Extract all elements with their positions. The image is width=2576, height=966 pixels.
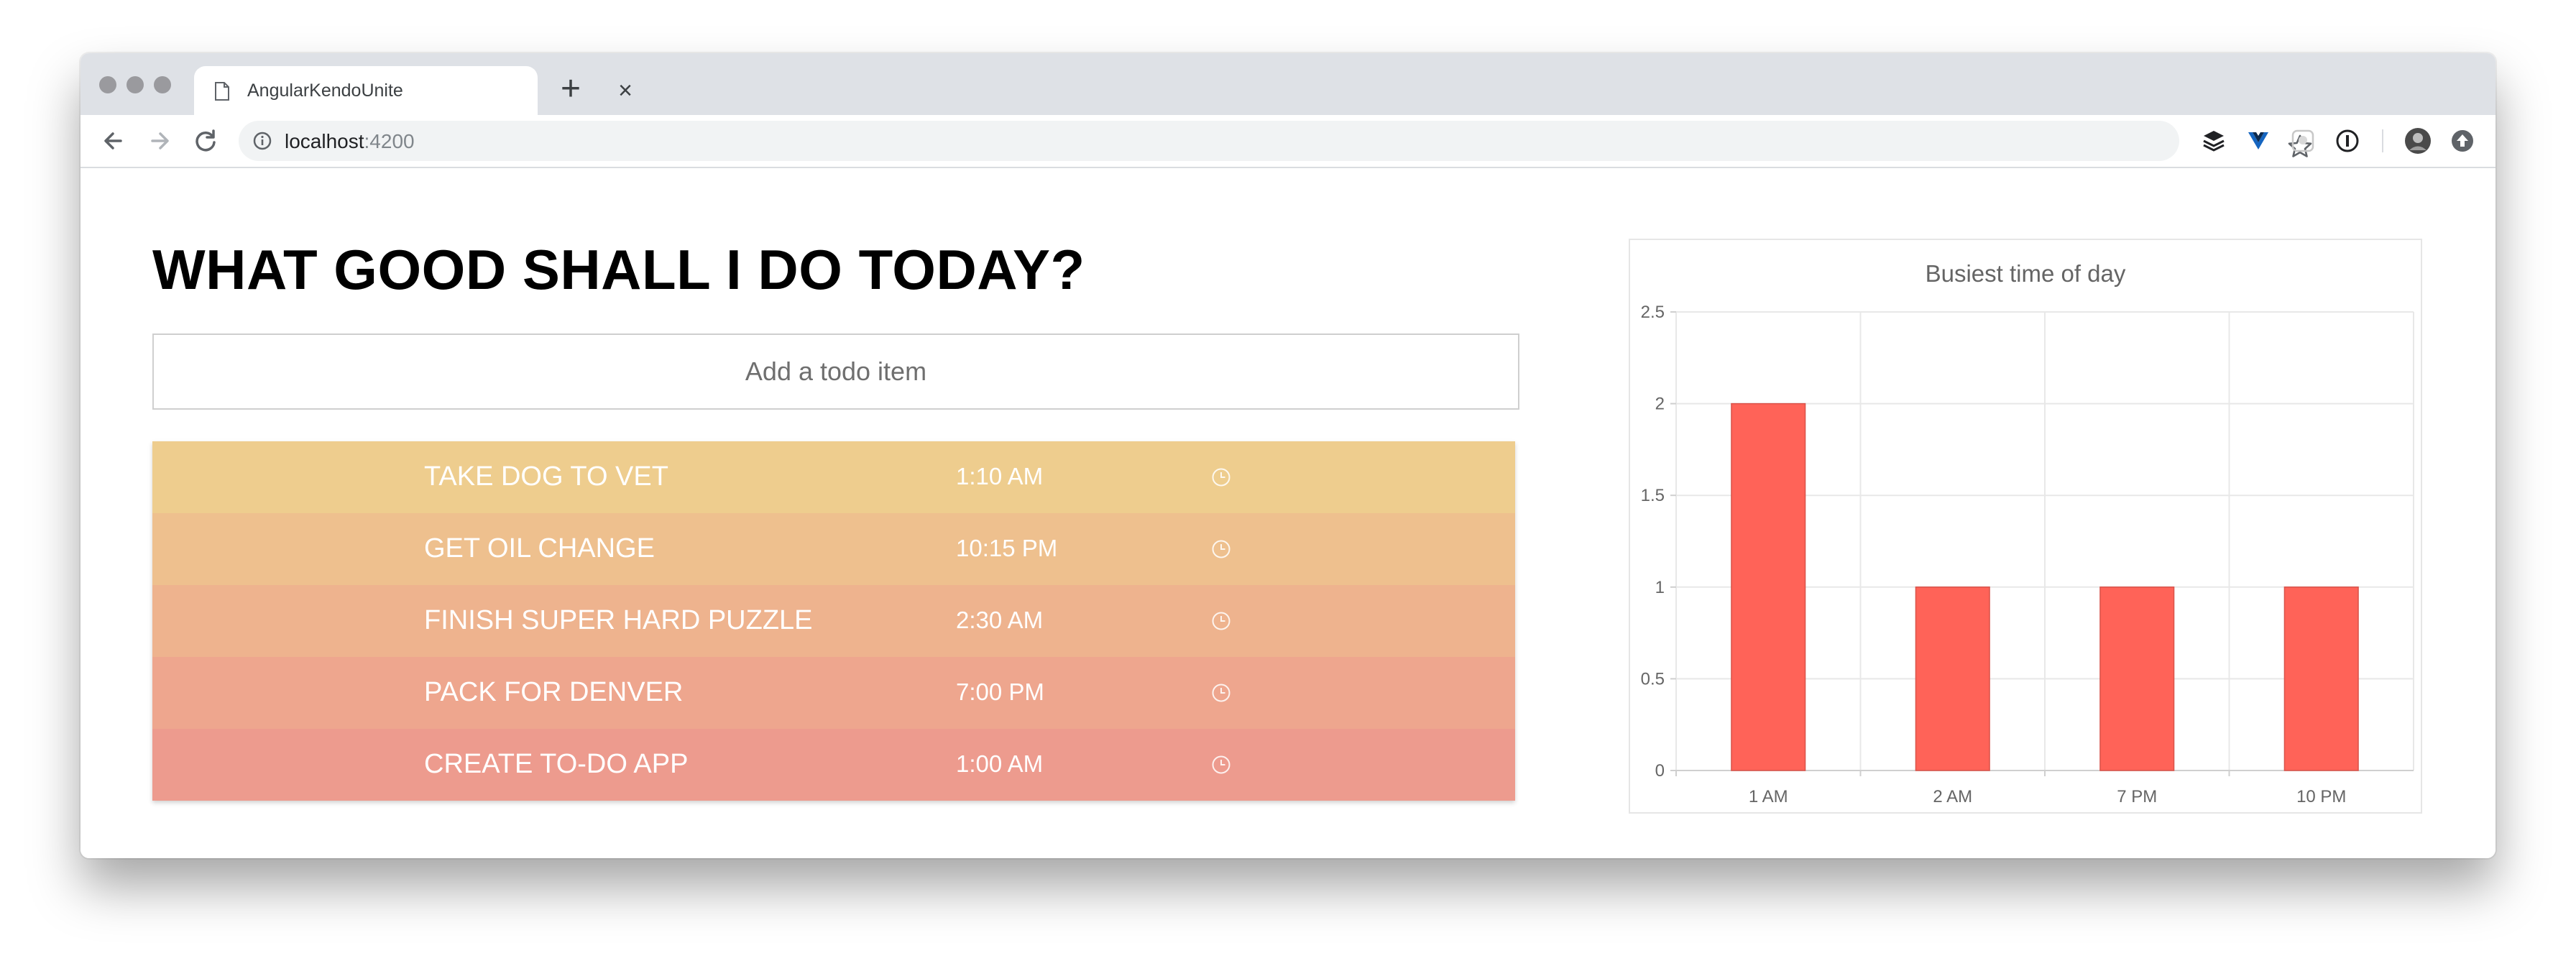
busiest-time-chart: Busiest time of day 0 0.5 1 1.5 2 2.5 1 AM 2 A…: [1629, 239, 2422, 814]
y-tick-label: 0: [1655, 761, 1665, 781]
todo-item-text: TAKE DOG TO VET: [424, 461, 668, 492]
address-bar[interactable]: localhost:4200: [239, 121, 2312, 161]
todo-item-time: 10:15 PM: [956, 535, 1058, 561]
y-tick-label: 2.5: [1641, 303, 1665, 322]
info-icon[interactable]: [253, 132, 272, 150]
bar-7-pm[interactable]: [2099, 586, 2175, 771]
todo-item[interactable]: CREATE TO-DO APP 1:00 AM: [152, 729, 1515, 801]
bookmark-star-icon[interactable]: [2286, 132, 2314, 161]
url-text: localhost:4200: [285, 130, 415, 153]
tab-close-icon[interactable]: ×: [618, 77, 632, 104]
todo-item[interactable]: FINISH SUPER HARD PUZZLE 2:30 AM: [152, 585, 1515, 657]
url-port: :4200: [364, 130, 415, 152]
todo-item-time: 7:00 PM: [956, 678, 1044, 705]
chart-bars: [1731, 402, 2359, 771]
todo-item-time: 1:10 AM: [956, 463, 1044, 489]
todo-item-time: 2:30 AM: [956, 607, 1044, 633]
vue-devtools-icon[interactable]: [2244, 126, 2273, 155]
forward-icon[interactable]: [141, 122, 178, 160]
clock-icon[interactable]: [1210, 682, 1232, 704]
add-todo-input[interactable]: [152, 334, 1519, 410]
window-minimize-dot[interactable]: [126, 76, 144, 93]
update-icon[interactable]: [2448, 126, 2477, 155]
chart-canvas: Busiest time of day 0 0.5 1 1.5 2 2.5 1 AM 2 A…: [1641, 260, 2414, 806]
layers-extension-icon[interactable]: [2199, 126, 2228, 155]
y-tick-label: 1.5: [1641, 486, 1665, 505]
x-tick-label: 1 AM: [1749, 787, 1788, 806]
clock-icon[interactable]: [1210, 538, 1232, 560]
password-manager-icon[interactable]: [2333, 126, 2362, 155]
url-host: localhost: [285, 130, 364, 152]
todo-item-text: CREATE TO-DO APP: [424, 749, 689, 779]
todo-item-text: FINISH SUPER HARD PUZZLE: [424, 605, 813, 635]
new-tab-icon[interactable]: +: [560, 70, 581, 108]
clock-icon[interactable]: [1210, 610, 1232, 632]
document-icon: [215, 82, 229, 101]
y-tick-label: 2: [1655, 395, 1665, 414]
tab-strip: AngularKendoUnite × +: [80, 53, 2496, 115]
back-icon[interactable]: [95, 122, 132, 160]
todo-item[interactable]: GET OIL CHANGE 10:15 PM: [152, 513, 1515, 585]
ghost-extension-icon[interactable]: [2288, 126, 2317, 155]
todo-item-text: PACK FOR DENVER: [424, 677, 684, 707]
toolbar-divider: [2382, 129, 2383, 152]
profile-avatar-icon[interactable]: [2404, 126, 2432, 155]
browser-window: AngularKendoUnite × + localhost:4200: [80, 53, 2496, 858]
x-tick-label: 2 AM: [1933, 787, 1972, 806]
clock-icon[interactable]: [1210, 466, 1232, 488]
x-tick-label: 10 PM: [2296, 787, 2346, 806]
todo-list: TAKE DOG TO VET 1:10 AM GET OIL CHANGE 1…: [152, 441, 1515, 801]
todo-item[interactable]: PACK FOR DENVER 7:00 PM: [152, 657, 1515, 729]
window-close-dot[interactable]: [99, 76, 116, 93]
browser-toolbar: localhost:4200: [80, 115, 2496, 168]
todo-item-text: GET OIL CHANGE: [424, 533, 655, 564]
y-tick-label: 0.5: [1641, 669, 1665, 689]
clock-icon[interactable]: [1210, 754, 1232, 776]
chart-title: Busiest time of day: [1926, 260, 2126, 287]
y-tick-label: 1: [1655, 578, 1665, 597]
x-tick-label: 7 PM: [2117, 787, 2157, 806]
bar-1-am[interactable]: [1731, 402, 1806, 771]
page-content: WHAT GOOD SHALL I DO TODAY? TAKE DOG TO …: [80, 168, 2496, 858]
todo-item-time: 1:00 AM: [956, 750, 1044, 777]
bar-2-am[interactable]: [1915, 586, 1990, 771]
tab-title: AngularKendoUnite: [247, 80, 403, 101]
todo-item[interactable]: TAKE DOG TO VET 1:10 AM: [152, 441, 1515, 513]
chart-x-axis: 1 AM 2 AM 7 PM 10 PM: [1749, 787, 2347, 806]
page-title: WHAT GOOD SHALL I DO TODAY?: [152, 238, 1085, 301]
reload-icon[interactable]: [187, 122, 224, 160]
tab-angularkendounite[interactable]: AngularKendoUnite ×: [194, 66, 632, 115]
chart-y-axis: 0 0.5 1 1.5 2 2.5: [1641, 303, 1665, 781]
bar-10-pm[interactable]: [2283, 586, 2359, 771]
window-maximize-dot[interactable]: [154, 76, 171, 93]
